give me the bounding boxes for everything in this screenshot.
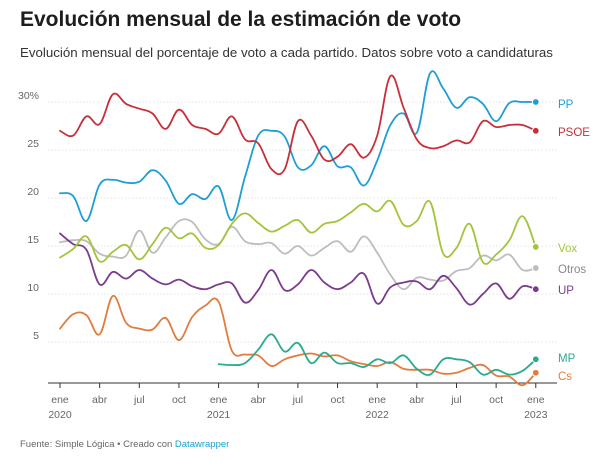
series-end-dot-cs [531, 368, 540, 377]
x-tick-year: 2020 [48, 409, 72, 421]
series-label-vox: Vox [558, 243, 577, 255]
x-tick-year: 2021 [207, 409, 231, 421]
series-line-otros [59, 218, 537, 291]
series-line-mp [217, 333, 537, 376]
x-tick-label: oct [489, 394, 503, 406]
x-tick-year: 2023 [524, 409, 548, 421]
series-end-dot-psoe [531, 126, 540, 135]
chart-footer: Fuente: Simple Lógica • Creado con Dataw… [20, 439, 229, 450]
series-line-vox [59, 199, 537, 265]
series-end-dot-up [531, 285, 540, 294]
series-line-pp [59, 70, 537, 222]
y-tick-label: 10 [27, 282, 39, 294]
x-tick-label: ene [527, 394, 545, 406]
series-end-dot-otros [531, 264, 540, 272]
series-label-psoe: PSOE [558, 127, 590, 139]
x-tick-label: ene [51, 394, 69, 406]
x-tick-label: jul [133, 394, 145, 406]
series-line-psoe [59, 74, 537, 176]
y-tick-label: 15 [27, 234, 39, 246]
x-tick-label: abr [251, 394, 267, 406]
series-label-cs: Cs [558, 371, 572, 383]
series-label-otros: Otros [558, 264, 586, 276]
y-tick-label: 5 [33, 330, 39, 342]
series-label-mp: MP [558, 353, 576, 365]
datawrapper-link[interactable]: Datawrapper [174, 439, 230, 450]
footer-separator: • [114, 439, 124, 450]
y-tick-label: 30% [18, 90, 39, 102]
x-tick-label: oct [331, 394, 345, 406]
created-with-text: Creado con [123, 439, 175, 450]
x-tick-label: abr [92, 394, 108, 406]
x-tick-label: jul [292, 394, 304, 406]
series-end-dot-mp [531, 355, 540, 364]
series-end-dot-pp [531, 98, 540, 106]
x-tick-label: ene [368, 394, 386, 406]
series-line-up [59, 232, 537, 306]
series-lines [59, 70, 537, 387]
series-end-dot-vox [531, 243, 540, 251]
y-tick-label: 20 [27, 186, 39, 198]
y-tick-label: 25 [27, 138, 39, 150]
x-tick-year: 2022 [366, 409, 390, 421]
grid-layer: 30% 25 20 15 10 5 ene 2020 abr jul oct ene 2021 abr ju… [18, 90, 557, 421]
x-tick-label: oct [172, 394, 186, 406]
chart-subtitle: Evolución mensual del porcentaje de voto… [20, 45, 553, 60]
series-legend: Otros Cs MP UP Vox PP PSOE [531, 98, 590, 383]
series-label-up: UP [558, 285, 574, 297]
x-tick-label: ene [210, 394, 228, 406]
source-text: Fuente: Simple Lógica [20, 439, 115, 450]
series-label-pp: PP [558, 99, 574, 111]
x-tick-label: abr [409, 394, 425, 406]
x-tick-label: jul [450, 394, 462, 406]
series-line-cs [59, 295, 537, 387]
chart-title: Evolución mensual de la estimación de vo… [20, 8, 462, 31]
